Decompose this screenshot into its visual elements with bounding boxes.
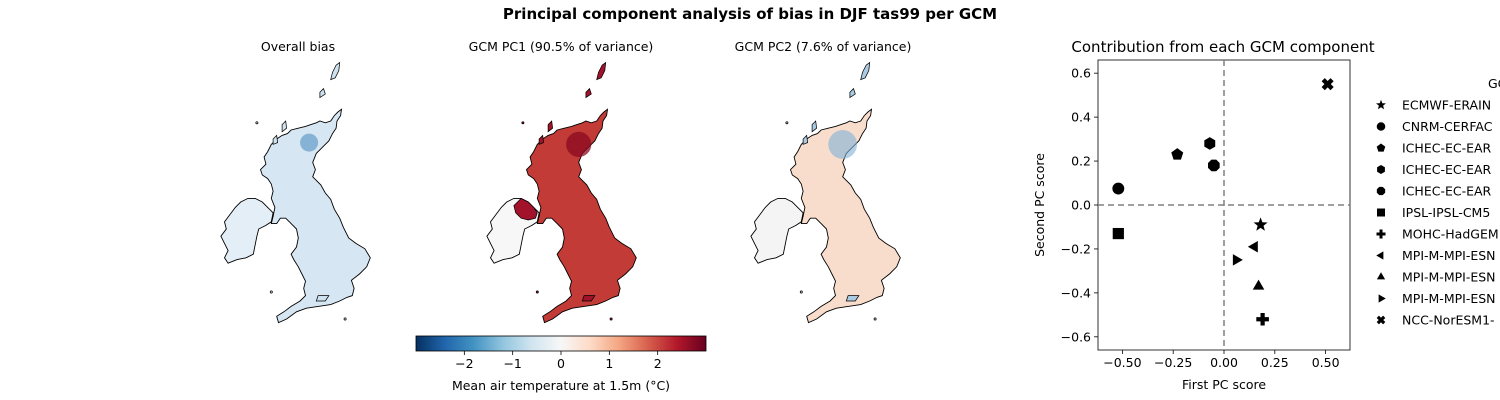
legend-label: ICHEC-EC-EAR	[1402, 184, 1492, 199]
map-pc1	[486, 62, 637, 324]
x-axis-label: First PC score	[1182, 377, 1266, 392]
legend-marker-plus	[1376, 229, 1386, 239]
x-tick-label: −0.50	[1103, 355, 1141, 370]
legend-marker-x-filled	[1376, 315, 1386, 325]
x-tick-label: 0.00	[1210, 355, 1238, 370]
legend-marker-pentagon	[1376, 143, 1386, 152]
figure-title: Principal component analysis of bias in …	[502, 5, 998, 23]
legend-marker-triangle-up	[1376, 272, 1386, 280]
legend-marker-triangle-left	[1376, 251, 1384, 260]
reference-lines	[1098, 60, 1350, 350]
colorbar-tick-label: 0	[557, 356, 565, 371]
colorbar-ticks: −2 −1 0 1 2	[455, 351, 662, 371]
y-tick-label: 0.6	[1071, 66, 1091, 81]
colorbar-gradient	[415, 335, 707, 352]
legend-marker-square	[1377, 208, 1385, 217]
scotland-bias-patch	[300, 133, 319, 152]
data-points	[1112, 78, 1334, 326]
legend-marker-triangle-right	[1378, 294, 1386, 303]
map-pc2	[750, 62, 901, 324]
colorbar-tick-label: 1	[605, 356, 613, 371]
point-triangle-up	[1252, 279, 1265, 290]
legend: ECMWF-ERAIN CNRM-CERFAC ICHEC-EC-EAR ICHEC-…	[1376, 98, 1499, 328]
y-tick-label: 0.4	[1071, 110, 1091, 125]
x-axis-ticks: −0.50 −0.25 0.00 0.25 0.50	[1103, 350, 1340, 370]
point-hexagon	[1204, 137, 1216, 150]
legend-label: NCC-NorESM1-	[1402, 313, 1495, 328]
point-octagon	[1208, 159, 1220, 172]
legend-label: ECMWF-ERAIN	[1402, 98, 1491, 113]
ireland-region	[220, 197, 274, 264]
y-tick-label: −0.4	[1061, 285, 1091, 300]
legend-label: MPI-M-MPI-ESN	[1402, 248, 1496, 263]
legend-label: MPI-M-MPI-ESN	[1402, 291, 1496, 306]
chart-title: Contribution from each GCM component	[1071, 38, 1374, 56]
colorbar-tick-label: −2	[455, 356, 473, 371]
point-circle	[1112, 182, 1125, 195]
colorbar-tick-label: 2	[654, 356, 662, 371]
ireland-region	[750, 197, 804, 264]
y-tick-label: 0.0	[1071, 198, 1091, 213]
legend-label: CNRM-CERFAC	[1402, 119, 1493, 134]
y-axis-ticks: −0.6 −0.4 −0.2 0.0 0.2 0.4 0.6	[1061, 66, 1098, 344]
map-overall-bias	[220, 62, 371, 324]
map-title-pc1: GCM PC1 (90.5% of variance)	[468, 39, 654, 54]
colorbar-tick-label: −1	[503, 356, 521, 371]
legend-marker-octagon	[1376, 186, 1386, 196]
scatter-chart: Contribution from each GCM component −0.…	[1032, 38, 1500, 392]
x-tick-label: 0.50	[1312, 355, 1340, 370]
legend-label: MOHC-HadGEM	[1402, 227, 1499, 242]
x-tick-label: −0.25	[1154, 355, 1192, 370]
point-star	[1253, 217, 1268, 231]
colorbar: −2 −1 0 1 2 Mean air temperature at 1.5m (°C…	[415, 335, 707, 393]
legend-marker-hexagon	[1377, 165, 1385, 174]
y-tick-label: 0.2	[1071, 154, 1091, 169]
legend-marker-circle	[1376, 122, 1386, 131]
y-tick-label: −0.6	[1061, 329, 1091, 344]
legend-label: ICHEC-EC-EAR	[1402, 162, 1492, 177]
x-tick-label: 0.25	[1261, 355, 1289, 370]
y-axis-label: Second PC score	[1032, 153, 1047, 257]
legend-title: GC	[1488, 76, 1500, 91]
y-tick-label: −0.2	[1061, 241, 1091, 256]
legend-label: MPI-M-MPI-ESN	[1402, 270, 1496, 285]
point-triangle-left	[1247, 240, 1258, 253]
point-x-filled	[1321, 78, 1334, 91]
point-triangle-right	[1232, 254, 1243, 266]
legend-marker-star	[1376, 99, 1386, 110]
map-title-overall-bias: Overall bias	[260, 39, 336, 54]
point-pentagon	[1171, 148, 1184, 160]
point-square	[1112, 227, 1124, 240]
scotland-dark-patch	[566, 131, 592, 157]
legend-label: IPSL-IPSL-CM5	[1402, 205, 1490, 220]
scotland-blue-patch	[828, 130, 858, 159]
point-plus	[1256, 312, 1269, 326]
map-title-pc2: GCM PC2 (7.6% of variance)	[734, 39, 912, 54]
legend-label: ICHEC-EC-EAR	[1402, 141, 1492, 156]
colorbar-label: Mean air temperature at 1.5m (°C)	[452, 378, 670, 393]
